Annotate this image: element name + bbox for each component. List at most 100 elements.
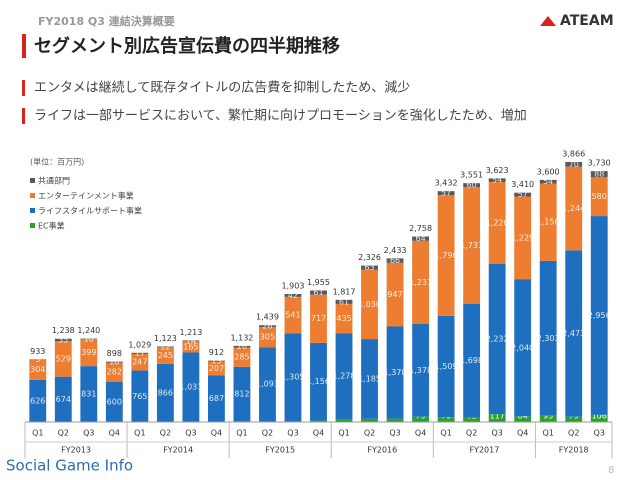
x-tick-label: Q3 — [389, 429, 400, 438]
total-label: 3,600 — [537, 167, 560, 176]
total-label: 2,326 — [358, 253, 381, 262]
bar-segment — [590, 216, 608, 415]
bar-segment — [259, 347, 276, 421]
x-tick-label: Q4 — [415, 429, 426, 438]
segment-label: 1,698 — [460, 356, 483, 365]
x-tick-label: Q2 — [262, 429, 273, 438]
segment-label: 61 — [313, 288, 323, 297]
total-label: 1,132 — [230, 333, 253, 342]
bar-segment — [131, 352, 149, 354]
bar-segment — [590, 171, 608, 178]
legend-label: 共通部門 — [38, 176, 70, 186]
segment-label: 1,229 — [511, 233, 534, 242]
total-label: 2,758 — [409, 224, 432, 233]
segment-label: 285 — [234, 353, 249, 362]
bar-segment — [437, 315, 455, 418]
segment-label: 247 — [132, 358, 147, 367]
title-bar — [22, 34, 26, 58]
segment-label: 66 — [390, 256, 400, 265]
segment-label: 57 — [518, 190, 528, 199]
bar-segment — [335, 419, 353, 422]
segment-label: 1,244 — [562, 204, 585, 213]
bar-segment — [335, 299, 353, 304]
bar-segment — [514, 279, 532, 417]
segment-label: 529 — [56, 354, 71, 363]
bar-segment — [80, 339, 98, 367]
segment-label: 64 — [415, 234, 425, 243]
segment-label: 1,156 — [307, 377, 330, 386]
bar-segment — [565, 250, 583, 417]
bar-segment — [259, 326, 276, 348]
bar-segment — [80, 366, 98, 422]
segment-label: 106 — [592, 412, 607, 421]
x-tick-label: Q1 — [338, 429, 349, 438]
x-tick-label: Q4 — [109, 429, 120, 438]
watermark: Social Game Info — [6, 457, 133, 475]
segment-label: 1,796 — [435, 251, 458, 260]
segment-label: 1,031 — [179, 383, 202, 392]
segment-label: 1,220 — [486, 218, 509, 227]
bar-segment — [233, 345, 251, 348]
bar-segment — [386, 326, 404, 419]
x-tick-label: Q2 — [160, 429, 171, 438]
x-tick-label: Q4 — [313, 429, 324, 438]
segment-label: 600 — [107, 397, 122, 406]
segment-label: 117 — [490, 412, 505, 421]
bar-segment — [437, 417, 455, 422]
bar-segment — [514, 196, 532, 280]
bar-segment — [412, 240, 430, 325]
bar-segment — [207, 360, 225, 362]
segment-label: 765 — [132, 392, 147, 401]
section: FY2018 Q3 連結決算概要 — [38, 14, 175, 28]
segment-label: 42 — [288, 291, 298, 300]
total-label: 1,213 — [179, 328, 202, 337]
segment-label: 1,030 — [358, 300, 381, 309]
segment-label: 831 — [81, 390, 96, 399]
segment-label: 12 — [160, 342, 170, 351]
segment-label: 435 — [336, 314, 351, 323]
segment-label: 687 — [209, 394, 224, 403]
bar-segment — [310, 290, 327, 295]
bar-segment — [361, 269, 378, 340]
legend-swatch — [30, 208, 35, 213]
bar-segment — [514, 192, 532, 197]
total-label: 3,551 — [460, 171, 483, 180]
segment-label: 1,278 — [333, 372, 356, 381]
segment-label: 35 — [58, 335, 68, 344]
x-tick-label: Q1 — [236, 429, 247, 438]
total-label: 898 — [107, 349, 122, 358]
segment-label: 1,305 — [282, 373, 305, 382]
bar-segment — [386, 262, 404, 327]
group-label: FY2017 — [469, 446, 499, 455]
bar-segment — [233, 366, 251, 422]
segment-label: 60 — [467, 181, 477, 190]
segment-label: 2,040 — [511, 343, 534, 352]
logo-mark — [540, 16, 556, 26]
total-label: 1,817 — [333, 287, 356, 296]
total-label: 1,029 — [128, 340, 151, 349]
bar-segment — [386, 258, 404, 263]
total-label: 1,903 — [282, 282, 305, 291]
segment-label: 674 — [56, 395, 71, 404]
segment-label: 1,378 — [409, 366, 432, 375]
group-label: FY2014 — [163, 446, 193, 455]
segment-label: 626 — [30, 396, 45, 405]
segment-label: 1,370 — [384, 368, 407, 377]
bullet: エンタメは継続して既存タイトルの広告費を抑制したため、減少 — [34, 80, 410, 96]
total-label: 3,410 — [511, 180, 534, 189]
bar-segment — [412, 416, 430, 422]
bar-segment — [361, 265, 378, 270]
bar-segment — [539, 260, 557, 416]
bar-segment — [335, 303, 353, 334]
x-tick-label: Q1 — [440, 429, 451, 438]
segment-label: 2,303 — [537, 334, 560, 343]
segment-label: 245 — [158, 351, 173, 360]
x-tick-label: Q2 — [568, 429, 579, 438]
segment-label: 866 — [158, 388, 173, 397]
segment-label: 305 — [260, 333, 275, 342]
bullet-mark — [22, 108, 25, 124]
bar-segment — [565, 166, 583, 251]
bar-segment — [54, 341, 72, 377]
bar-segment — [412, 236, 430, 241]
legend-label: EC事業 — [38, 221, 65, 231]
